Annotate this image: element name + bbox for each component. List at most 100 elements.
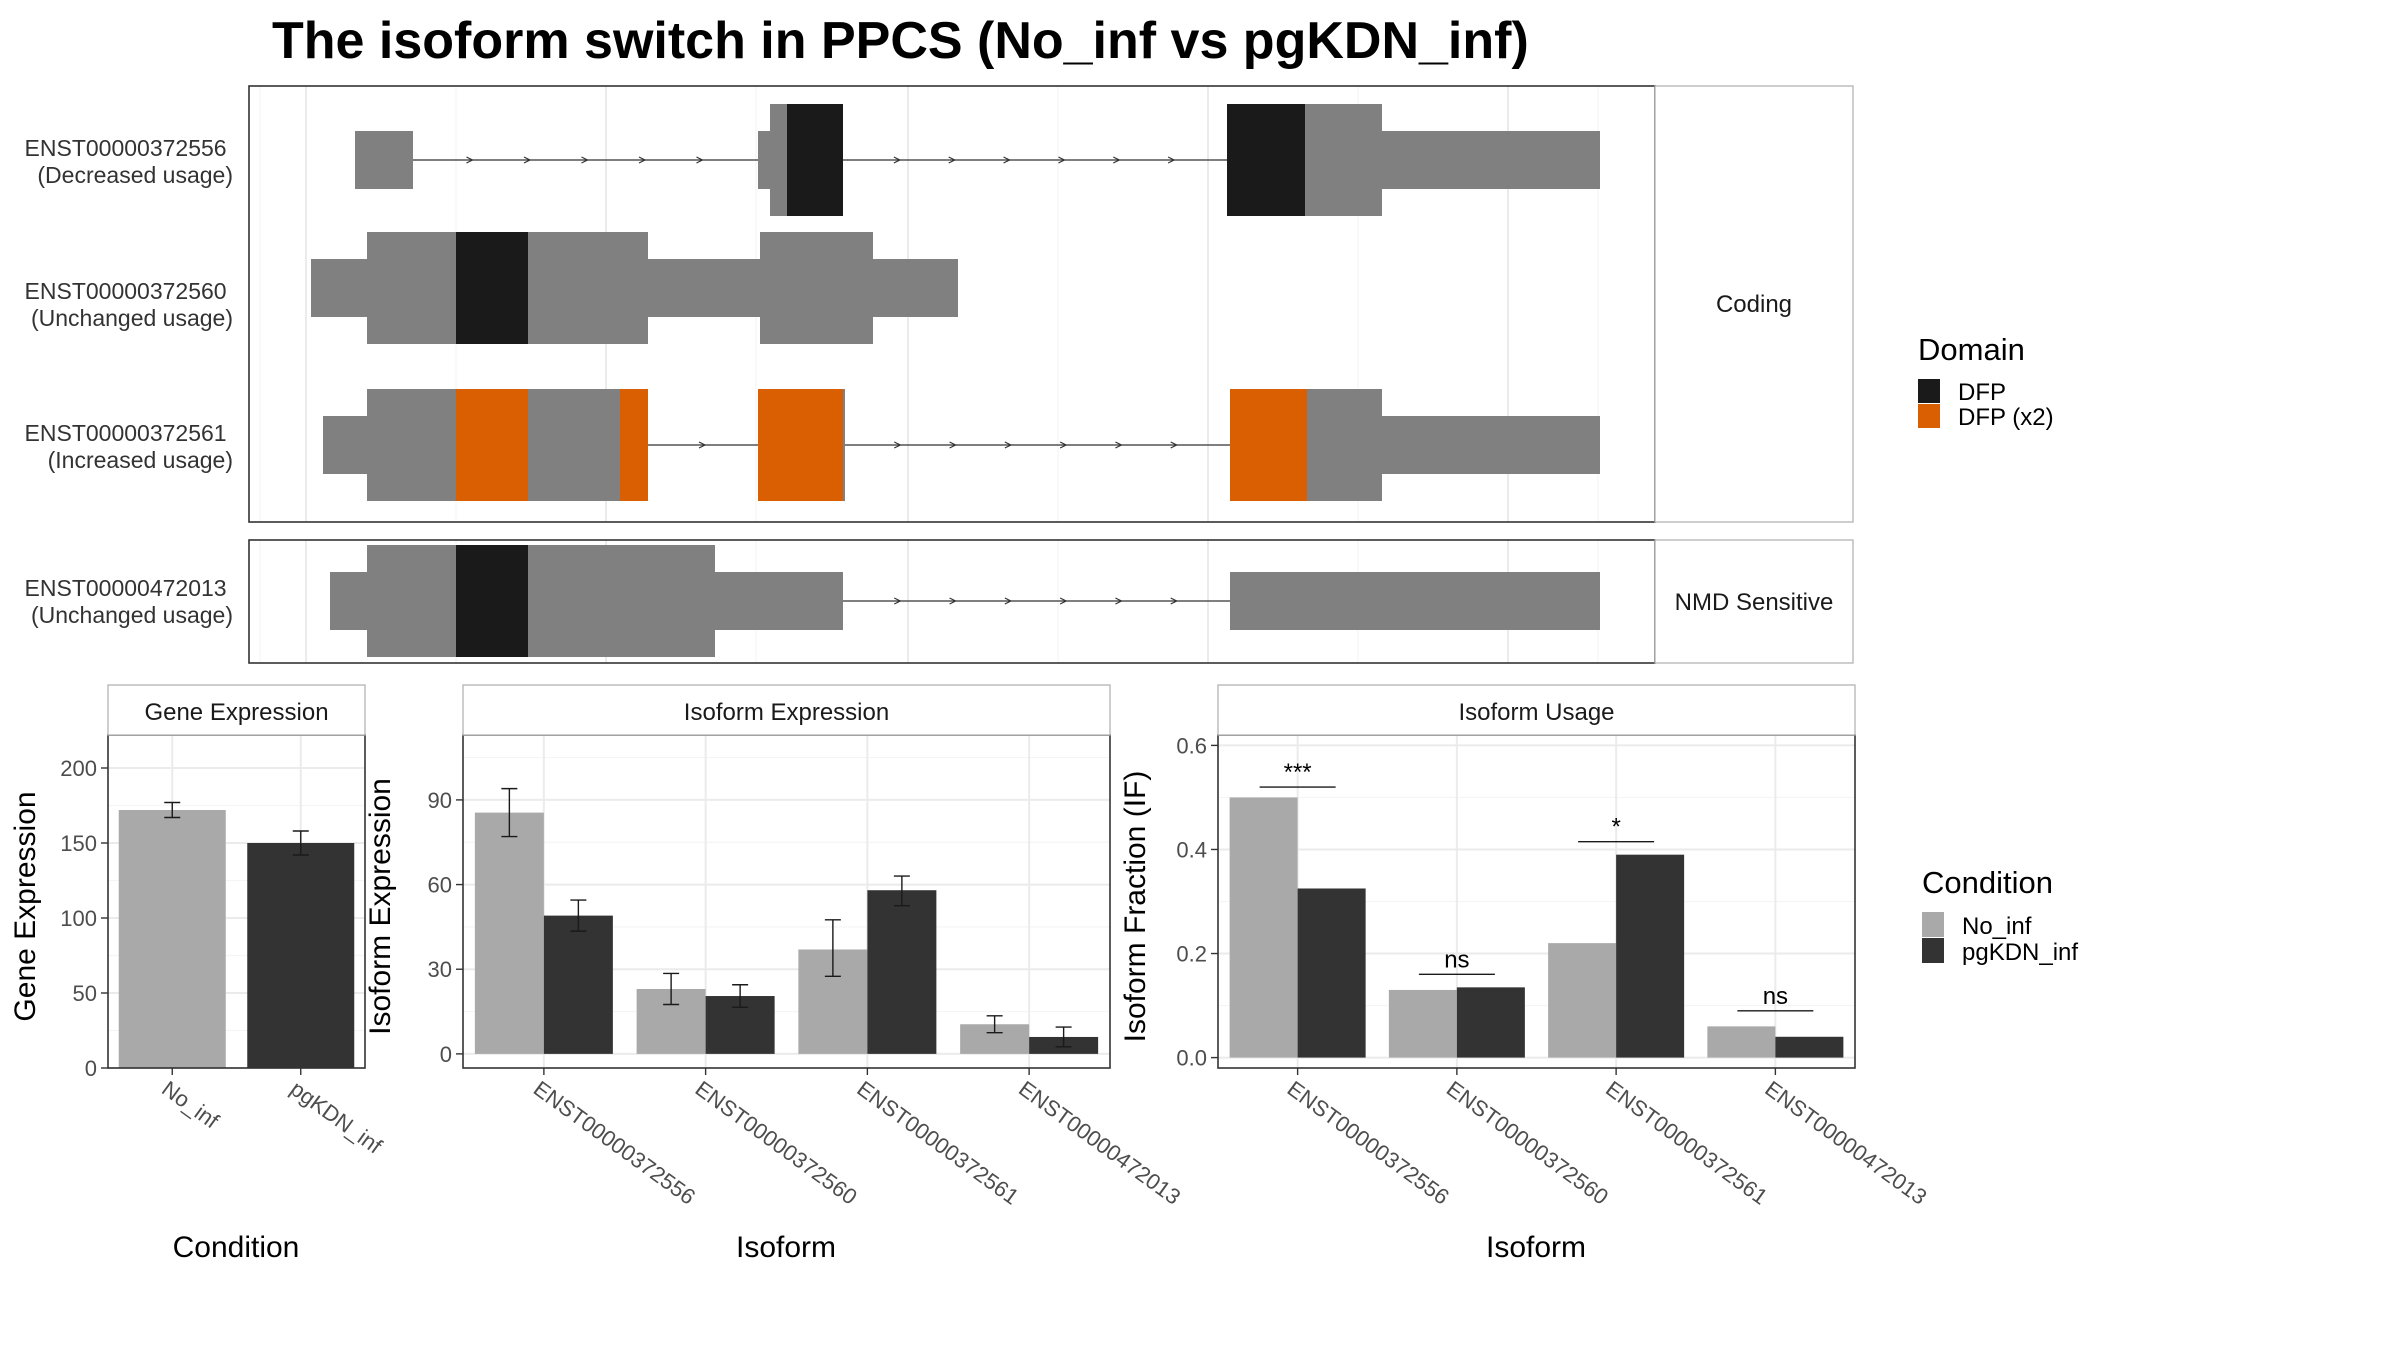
y-tick-label: 0.6 bbox=[1176, 733, 1207, 758]
exon-utr bbox=[648, 259, 760, 317]
bar bbox=[1297, 888, 1366, 1058]
y-tick-label: 0.0 bbox=[1176, 1046, 1207, 1071]
isoform-label: ENST00000472013 (Unchanged usage) bbox=[25, 575, 233, 628]
y-tick-label: 30 bbox=[428, 957, 452, 982]
isoform-label: ENST00000372560 (Unchanged usage) bbox=[25, 278, 233, 331]
panel-strip-label: Isoform Usage bbox=[1458, 699, 1614, 726]
intron-arrow bbox=[523, 156, 532, 164]
y-tick-label: 0.4 bbox=[1176, 837, 1207, 862]
transcripts-coding bbox=[311, 104, 1600, 501]
exon-cds bbox=[760, 232, 873, 344]
panel-strip bbox=[1217, 684, 1856, 736]
intron-arrow bbox=[1003, 156, 1011, 164]
isoform-usage-chart: *** ns * ns Isoform Usage 0.0 0.2 0.4 0.6 ENST000… bbox=[1119, 684, 1931, 1264]
strip-nmd bbox=[1654, 539, 1854, 664]
intron-arrow bbox=[1004, 441, 1013, 449]
intron-arrow bbox=[466, 156, 474, 164]
exon-utr bbox=[715, 572, 843, 630]
panel-strip-label: Gene Expression bbox=[144, 699, 328, 726]
exon-utr bbox=[1382, 416, 1600, 474]
intron-arrow bbox=[948, 156, 957, 164]
y-tick-label: 60 bbox=[428, 873, 452, 898]
intron-arrow bbox=[1004, 597, 1013, 605]
x-axis-title: Condition bbox=[173, 1231, 300, 1264]
intron-arrow bbox=[894, 441, 902, 449]
isoform-label: ENST00000372556 (Decreased usage) bbox=[25, 135, 233, 188]
y-axis-title: Gene Expression bbox=[9, 791, 42, 1021]
x-tick-label: ENST00000372560 bbox=[1442, 1076, 1613, 1210]
intron-arrow bbox=[949, 441, 957, 449]
domain-block bbox=[456, 389, 528, 501]
legend-key-dfp-x2 bbox=[1918, 404, 1940, 428]
legend-label-pgkdn-inf: pgKDN_inf bbox=[1962, 939, 2078, 966]
exon-utr bbox=[311, 259, 367, 317]
bar bbox=[1229, 797, 1298, 1058]
legend-key-dfp bbox=[1918, 379, 1940, 403]
domain-block bbox=[758, 389, 843, 501]
y-tick-label: 150 bbox=[60, 831, 97, 856]
domain-legend: Domain DFP DFP (x2) bbox=[1918, 332, 2054, 431]
significance-label: ns bbox=[1444, 946, 1469, 973]
intron-arrow bbox=[1170, 441, 1179, 449]
figure-title: The isoform switch in PPCS (No_inf vs pg… bbox=[272, 12, 1529, 70]
domain-block bbox=[456, 545, 528, 657]
bar bbox=[247, 843, 355, 1068]
domain-block bbox=[1230, 389, 1307, 501]
x-axis-title: Isoform bbox=[1486, 1231, 1586, 1264]
exon-utr bbox=[323, 416, 367, 474]
condition-legend-title: Condition bbox=[1922, 865, 2053, 900]
exon-utr bbox=[1230, 572, 1600, 630]
y-axis-title: Isoform Fraction (IF) bbox=[1119, 771, 1152, 1043]
y-tick-label: 0 bbox=[440, 1042, 452, 1067]
isoform-labels: ENST00000372556 (Decreased usage) ENST00… bbox=[25, 135, 233, 628]
bar bbox=[1456, 987, 1525, 1058]
exon-cds bbox=[770, 104, 787, 216]
panel-strip bbox=[462, 684, 1111, 736]
significance-label: * bbox=[1611, 814, 1620, 841]
x-tick-label: ENST00000372556 bbox=[529, 1076, 700, 1210]
y-tick-label: 90 bbox=[428, 788, 452, 813]
structure-plot: Coding NMD Sensitive ENST00000372556 (De… bbox=[25, 85, 1854, 664]
y-tick-label: 50 bbox=[73, 981, 97, 1006]
significance-label: *** bbox=[1284, 759, 1312, 786]
legend-label-dfp-x2: DFP (x2) bbox=[1958, 404, 2054, 431]
x-tick-label: ENST00000372561 bbox=[852, 1076, 1023, 1210]
domain-block bbox=[787, 104, 843, 216]
x-tick-label: ENST00000372560 bbox=[691, 1076, 862, 1210]
isoform-expression-chart: Isoform Expression 0 30 60 90 ENST00000372556… bbox=[364, 684, 1185, 1264]
facet-label-coding: Coding bbox=[1716, 291, 1792, 318]
intron-arrow bbox=[894, 597, 902, 605]
bar bbox=[1707, 1026, 1776, 1058]
bar bbox=[118, 810, 226, 1068]
domain-legend-title: Domain bbox=[1918, 332, 2025, 367]
legend-label-dfp: DFP bbox=[1958, 379, 2006, 406]
intron-arrow bbox=[1115, 441, 1123, 449]
exon-utr bbox=[330, 572, 367, 630]
bar bbox=[1775, 1036, 1844, 1058]
domain-block bbox=[620, 389, 648, 501]
bar bbox=[1616, 854, 1685, 1058]
panel-strip bbox=[107, 684, 366, 736]
x-tick-label: ENST00000372556 bbox=[1283, 1076, 1454, 1210]
legend-label-no-inf: No_inf bbox=[1962, 913, 2032, 940]
domain-block bbox=[456, 232, 528, 344]
intron-arrow bbox=[1115, 597, 1123, 605]
bar bbox=[1548, 943, 1617, 1058]
domain-block bbox=[1227, 104, 1305, 216]
condition-legend: Condition No_inf pgKDN_inf bbox=[1922, 865, 2078, 966]
y-axis-title: Isoform Expression bbox=[364, 778, 397, 1035]
intron-arrow bbox=[1170, 597, 1179, 605]
gene-expression-chart: Gene Expression 0 50 100 150 200 No_inf pgKDN_i… bbox=[9, 684, 387, 1264]
intron-arrow bbox=[1058, 156, 1066, 164]
bar bbox=[543, 915, 613, 1054]
x-tick-label: ENST00000472013 bbox=[1760, 1076, 1931, 1210]
isoform-label: ENST00000372561 (Increased usage) bbox=[25, 420, 233, 473]
y-tick-label: 200 bbox=[60, 756, 97, 781]
strip-coding bbox=[1654, 85, 1854, 523]
intron-arrow bbox=[949, 597, 957, 605]
bar bbox=[474, 812, 544, 1054]
intron-arrow bbox=[1059, 441, 1068, 449]
exon-utr bbox=[873, 259, 958, 317]
intron-arrow bbox=[1113, 156, 1121, 164]
